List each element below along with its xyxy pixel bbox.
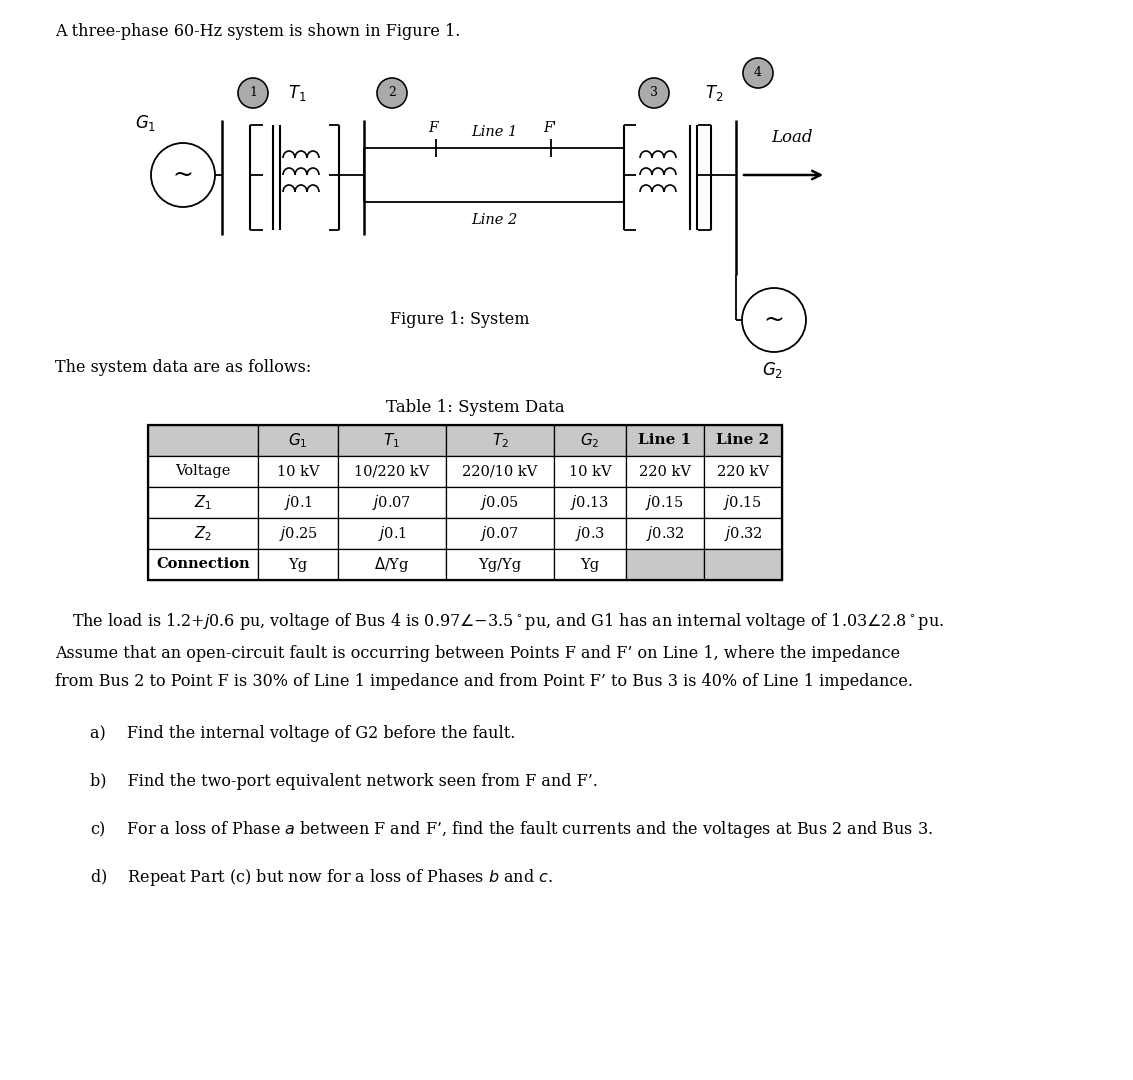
Text: $G_1$: $G_1$ [135,113,156,133]
Text: $Z_2$: $Z_2$ [194,524,212,543]
Text: $j$0.25: $j$0.25 [279,524,317,543]
Bar [148,426,782,580]
Bar [148,426,258,456]
Bar [554,426,627,456]
Text: $T_1$: $T_1$ [288,83,307,103]
Bar [148,487,258,518]
Text: $j$0.15: $j$0.15 [646,492,684,512]
Text: 220/10 kV: 220/10 kV [462,464,538,478]
Text: $j$0.07: $j$0.07 [480,524,520,543]
Bar [446,456,554,487]
Text: Load: Load [770,130,812,147]
Text: ~: ~ [172,163,194,187]
Text: 10 kV: 10 kV [276,464,320,478]
Text: $T_2$: $T_2$ [705,83,723,103]
Bar [554,456,627,487]
Text: $j$0.3: $j$0.3 [576,524,605,543]
Text: Figure 1: System: Figure 1: System [390,311,530,328]
Bar [148,518,258,549]
Bar [554,487,627,518]
Text: $j$0.05: $j$0.05 [480,492,520,512]
Text: The load is 1.2+$j$0.6 pu, voltage of Bus 4 is 0.97$\angle$$-$3.5$^\circ$pu, and: The load is 1.2+$j$0.6 pu, voltage of Bu… [73,611,944,633]
Text: 2: 2 [389,86,395,99]
Bar [258,518,338,549]
Bar [338,456,446,487]
Bar [258,426,338,456]
Circle shape [743,58,773,87]
Bar [554,518,627,549]
Text: d)  Repeat Part (c) but now for a loss of Phases $b$ and $c$.: d) Repeat Part (c) but now for a loss of… [90,867,553,889]
Text: A three-phase 60-Hz system is shown in Figure 1.: A three-phase 60-Hz system is shown in F… [56,24,460,40]
Text: b)  Find the two-port equivalent network seen from F and F’.: b) Find the two-port equivalent network … [90,773,598,791]
Text: $\Delta$/Yg: $\Delta$/Yg [374,555,410,573]
Bar [627,426,704,456]
Text: $T_1$: $T_1$ [383,431,401,450]
Bar [338,487,446,518]
Text: 1: 1 [249,86,257,99]
Text: $j$0.07: $j$0.07 [373,492,411,512]
Text: $j$0.1: $j$0.1 [283,492,313,512]
Bar [627,549,704,580]
Text: from Bus 2 to Point F is 30% of Line 1 impedance and from Point F’ to Bus 3 is 4: from Bus 2 to Point F is 30% of Line 1 i… [56,674,913,690]
Bar [258,456,338,487]
Text: $T_2$: $T_2$ [492,431,509,450]
Text: 10 kV: 10 kV [569,464,612,478]
Text: c)  For a loss of Phase $a$ between F and F’, find the fault currents and the vo: c) For a loss of Phase $a$ between F and… [90,820,934,840]
Text: 4: 4 [753,67,763,80]
Text: Line 2: Line 2 [716,433,769,447]
Text: 220 kV: 220 kV [717,464,769,478]
Circle shape [238,78,269,108]
Text: The system data are as follows:: The system data are as follows: [56,360,312,377]
Bar [338,549,446,580]
Text: $G_1$: $G_1$ [288,431,308,450]
Text: F': F' [543,121,556,135]
Text: Line 1: Line 1 [638,433,691,447]
Text: Voltage: Voltage [176,464,231,478]
Text: Yg: Yg [289,557,307,571]
Bar [704,518,782,549]
Text: 220 kV: 220 kV [639,464,691,478]
Text: 3: 3 [650,86,658,99]
Text: ~: ~ [764,309,784,332]
Text: Yg: Yg [580,557,599,571]
Circle shape [639,78,668,108]
Bar [148,549,258,580]
Bar [258,549,338,580]
Text: a)  Find the internal voltage of G2 before the fault.: a) Find the internal voltage of G2 befor… [90,726,516,743]
Bar [704,549,782,580]
Text: $G_2$: $G_2$ [580,431,599,450]
Bar [627,456,704,487]
Text: $j$0.32: $j$0.32 [724,524,763,543]
Bar [446,426,554,456]
Text: $G_2$: $G_2$ [763,360,783,380]
Bar [704,456,782,487]
Circle shape [377,78,407,108]
Bar [704,487,782,518]
Text: 10/220 kV: 10/220 kV [355,464,429,478]
Text: $j$0.1: $j$0.1 [377,524,407,543]
Text: $j$0.32: $j$0.32 [646,524,684,543]
Bar [148,456,258,487]
Text: $Z_1$: $Z_1$ [194,494,212,512]
Text: Line 2: Line 2 [471,213,517,227]
Text: Line 1: Line 1 [471,125,517,139]
Bar [627,518,704,549]
Bar [446,487,554,518]
Text: F: F [428,121,437,135]
Text: Connection: Connection [156,557,249,571]
Bar [704,426,782,456]
Bar [554,549,627,580]
Text: Yg/Yg: Yg/Yg [478,557,521,571]
Bar [338,426,446,456]
Text: $j$0.13: $j$0.13 [570,492,610,512]
Text: Table 1: System Data: Table 1: System Data [385,399,564,416]
Bar [446,518,554,549]
Bar [258,487,338,518]
Text: Assume that an open-circuit fault is occurring between Points F and F’ on Line 1: Assume that an open-circuit fault is occ… [56,646,900,662]
Text: $j$0.15: $j$0.15 [724,492,763,512]
Bar [627,487,704,518]
Bar [338,518,446,549]
Bar [446,549,554,580]
